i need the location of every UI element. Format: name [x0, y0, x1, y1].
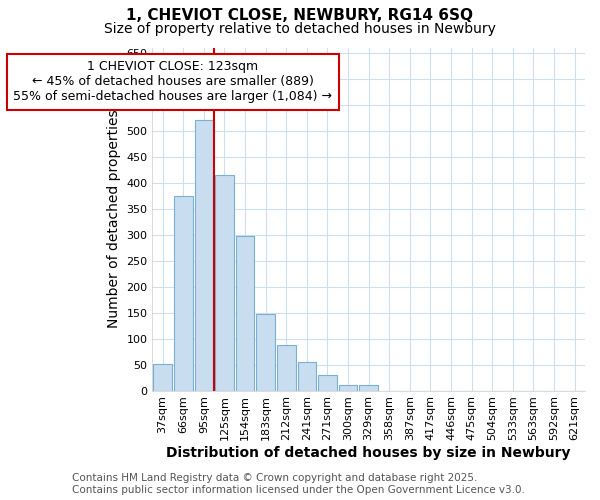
Bar	[359, 386, 378, 390]
Text: 1 CHEVIOT CLOSE: 123sqm
← 45% of detached houses are smaller (889)
55% of semi-d: 1 CHEVIOT CLOSE: 123sqm ← 45% of detache…	[13, 60, 332, 104]
Text: 1, CHEVIOT CLOSE, NEWBURY, RG14 6SQ: 1, CHEVIOT CLOSE, NEWBURY, RG14 6SQ	[127, 8, 473, 22]
Bar	[154, 364, 172, 390]
Bar	[236, 236, 254, 390]
X-axis label: Distribution of detached houses by size in Newbury: Distribution of detached houses by size …	[166, 446, 571, 460]
Bar	[298, 362, 316, 390]
Bar	[277, 346, 296, 391]
Bar	[318, 375, 337, 390]
Bar	[215, 175, 234, 390]
Bar	[194, 120, 213, 390]
Bar	[339, 386, 358, 390]
Text: Contains HM Land Registry data © Crown copyright and database right 2025.
Contai: Contains HM Land Registry data © Crown c…	[72, 474, 525, 495]
Bar	[174, 196, 193, 390]
Text: Size of property relative to detached houses in Newbury: Size of property relative to detached ho…	[104, 22, 496, 36]
Y-axis label: Number of detached properties: Number of detached properties	[107, 110, 121, 328]
Bar	[256, 314, 275, 390]
